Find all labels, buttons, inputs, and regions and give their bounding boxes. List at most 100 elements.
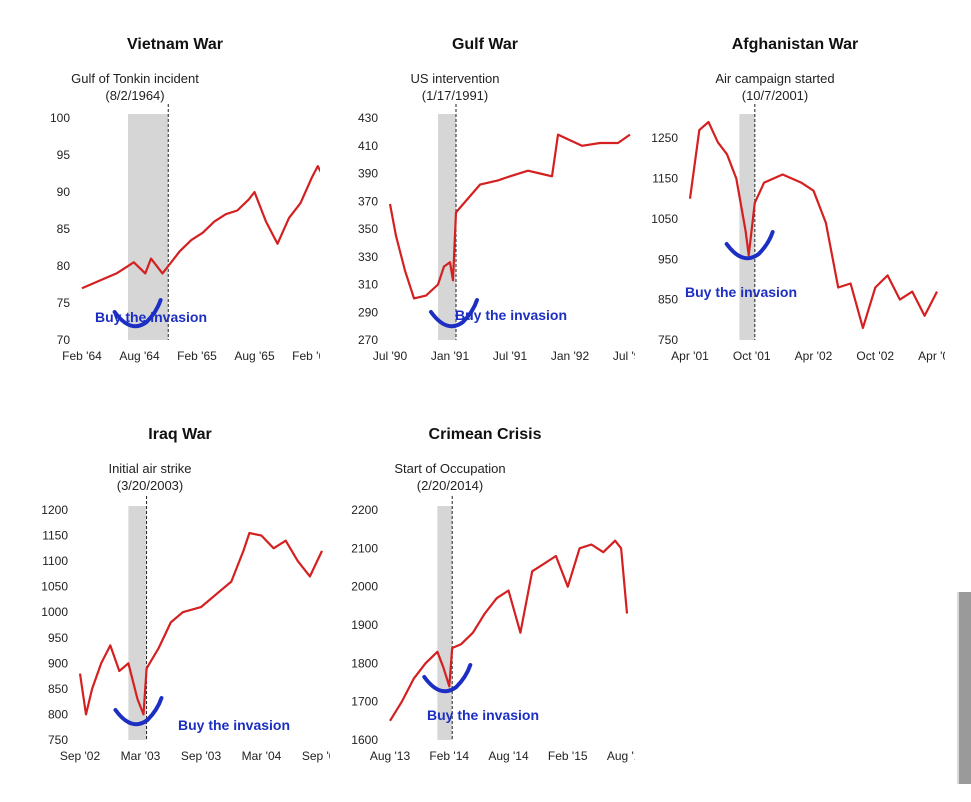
x-tick-label: Feb '64 [62,349,102,363]
event-label: Initial air strike (3/20/2003) [75,460,225,494]
chart-plot: 1600 1700 1800 1900 2000 2100 2200 Aug '13 Feb '… [351,496,635,763]
y-tick-label: 270 [358,333,378,347]
y-tick-label: 75 [57,296,71,310]
annotation-cup-mark [429,298,479,329]
chart-plot: 70 75 80 85 90 95 100 Feb '64 Aug '64 Feb '65 Aug … [50,104,320,363]
y-tick-label: 90 [57,185,71,199]
y-tick-label: 1600 [351,733,378,747]
x-tick-label: Mar '03 [121,749,161,763]
x-tick-label: Sep '03 [181,749,222,763]
x-tick-label: Jul '90 [373,349,408,363]
x-tick-label: Aug '15 [607,749,635,763]
y-tick-label: 1150 [652,172,678,186]
annotation-cup-mark [113,696,164,727]
x-tick-label: Feb '15 [548,749,588,763]
x-tick-label: Mar '04 [242,749,282,763]
x-tick-label: Jan '92 [551,349,590,363]
y-tick-label: 70 [57,333,71,347]
event-name: US intervention [410,71,500,86]
event-date: (1/17/1991) [421,88,489,103]
x-tick-label: Apr '02 [795,349,833,363]
x-tick-label: Jul '91 [493,349,528,363]
event-name: Initial air strike [108,461,192,476]
y-tick-label: 85 [57,222,71,236]
event-window-shade [739,114,755,340]
x-tick-label: Feb '66 [292,349,320,363]
y-tick-label: 750 [48,733,68,747]
chart-title: Vietnam War [126,36,224,53]
y-tick-label: 390 [358,167,378,181]
price-series-line [688,120,938,329]
y-tick-label: 330 [358,250,378,264]
chart-title: Iraq War [148,426,212,443]
y-tick-label: 1700 [351,695,378,709]
annotation-label: Buy the invasion [427,707,539,723]
y-tick-label: 350 [358,222,378,236]
y-tick-label: 430 [358,111,378,125]
x-tick-label: Feb '65 [177,349,217,363]
y-tick-label: 850 [658,293,678,307]
annotation-label: Buy the invasion [685,284,797,300]
y-tick-label: 290 [358,305,378,319]
event-date: (2/20/2014) [416,478,484,493]
y-tick-label: 310 [358,278,378,292]
event-window-shade [438,114,456,340]
event-date: (10/7/2001) [741,88,809,103]
y-tick-label: 2000 [351,580,378,594]
y-tick-label: 2100 [351,541,378,555]
x-tick-label: Feb '14 [429,749,469,763]
x-tick-label: Sep '02 [60,749,101,763]
chart-plot: 750 800 850 900 950 1000 1050 1100 1150 1200 Sep '… [41,496,330,763]
price-series-line [389,539,629,722]
event-window-shade [437,506,453,740]
y-tick-label: 2200 [351,503,378,517]
y-tick-label: 1050 [41,580,68,594]
x-tick-label: Aug '65 [234,349,275,363]
x-tick-label: Apr '03 [918,349,945,363]
chart-panel-gulf: Gulf War US intervention (1/17/1991) 270… [335,30,635,380]
chart-panel-vietnam: Vietnam War Gulf of Tonkin incident (8/2… [30,30,320,380]
x-tick-label: Oct '01 [733,349,771,363]
y-tick-label: 1800 [351,656,378,670]
chart-panel-afghanistan: Afghanistan War Air campaign started (10… [645,30,945,380]
chart-title: Gulf War [451,36,519,53]
y-tick-label: 370 [358,194,378,208]
x-tick-label: Jul '92 [613,349,635,363]
event-window-shade [128,114,169,340]
annotation-cup-mark [422,663,473,694]
x-tick-label: Aug '14 [488,749,529,763]
annotation-label: Buy the invasion [178,717,290,733]
chart-title: Afghanistan War [731,36,859,53]
annotation-cup-mark [724,230,775,261]
x-tick-label: Sep '04 [302,749,330,763]
y-tick-label: 95 [57,148,71,162]
y-tick-label: 950 [658,252,678,266]
y-tick-label: 900 [48,656,68,670]
event-name: Gulf of Tonkin incident [71,71,199,86]
x-tick-label: Oct '02 [856,349,894,363]
annotation-label: Buy the invasion [455,307,567,323]
x-tick-label: Aug '13 [370,749,411,763]
x-tick-label: Jan '91 [431,349,470,363]
chart-plot: 750 850 950 1050 1150 1250 Apr '01 Oct '01 Apr '… [651,104,945,363]
y-tick-label: 1200 [41,503,68,517]
x-tick-label: Aug '64 [119,349,160,363]
y-tick-label: 1150 [42,529,68,543]
price-series-line [388,133,631,300]
y-tick-label: 1050 [651,212,678,226]
event-name: Start of Occupation [394,461,506,476]
price-series-line [78,531,323,716]
event-label: Start of Occupation (2/20/2014) [375,460,525,494]
price-series-line [81,165,320,290]
event-date: (8/2/1964) [105,88,165,103]
y-tick-label: 1900 [351,618,378,632]
chart-title: Crimean Crisis [428,426,542,443]
event-name: Air campaign started [715,71,835,86]
chart-panel-crimea: Crimean Crisis Start of Occupation (2/20… [335,420,635,780]
y-tick-label: 850 [48,682,68,696]
annotation-label: Buy the invasion [95,309,207,325]
x-tick-label: Apr '01 [671,349,709,363]
event-label: Gulf of Tonkin incident (8/2/1964) [40,70,230,104]
y-tick-label: 410 [358,139,378,153]
scrollbar[interactable] [957,592,971,784]
